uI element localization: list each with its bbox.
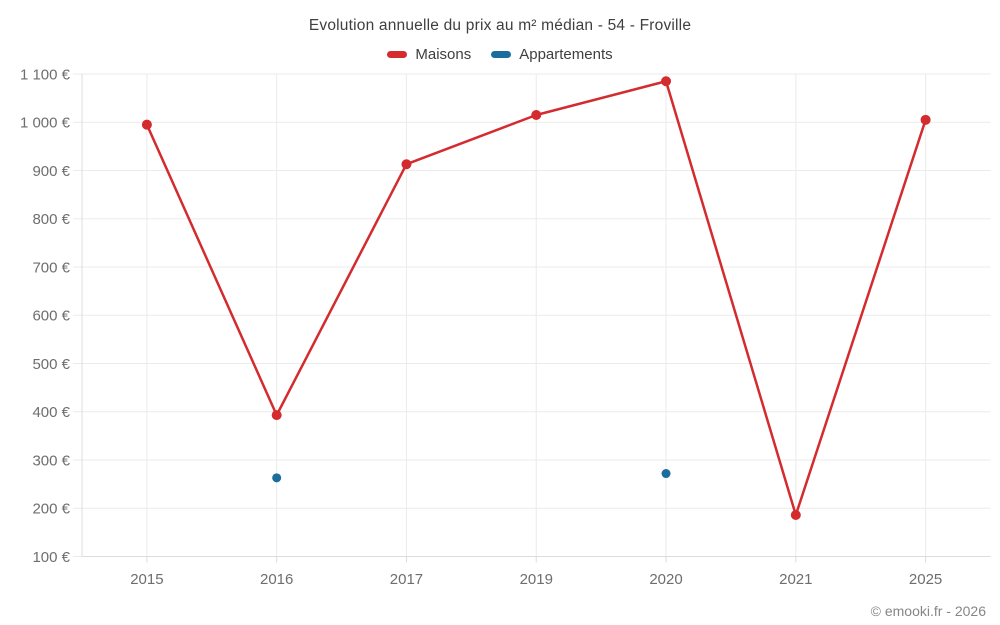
x-axis-tick-label: 2017	[390, 571, 423, 588]
legend-item-appartements[interactable]: Appartements	[491, 46, 613, 63]
maisons-point[interactable]	[661, 76, 672, 87]
x-axis-tick-label: 2021	[779, 571, 812, 588]
x-axis-tick-label: 2019	[520, 571, 553, 588]
maisons-point[interactable]	[141, 119, 152, 130]
attribution: © emooki.fr - 2026	[870, 603, 986, 619]
y-axis-tick-label: 700 €	[32, 259, 70, 276]
y-axis-tick-label: 600 €	[32, 308, 70, 325]
y-axis-tick-label: 1 100 €	[20, 66, 71, 83]
y-axis-tick-label: 100 €	[32, 549, 70, 566]
chart-title: Evolution annuelle du prix au m² médian …	[308, 17, 692, 34]
x-axis-tick-label: 2016	[260, 571, 293, 588]
y-axis-tick-label: 400 €	[32, 404, 70, 421]
appartements-legend-marker	[491, 51, 512, 58]
legend-item-maisons[interactable]: Maisons	[387, 46, 471, 63]
y-axis-tick-label: 1 000 €	[20, 115, 71, 132]
maisons-point[interactable]	[920, 114, 931, 125]
y-axis-tick-label: 800 €	[32, 211, 70, 228]
legend: Maisons Appartements	[0, 46, 1000, 63]
x-axis-tick-label: 2020	[649, 571, 682, 588]
maisons-legend-label: Maisons	[415, 46, 472, 63]
y-axis-tick-label: 900 €	[32, 163, 70, 180]
appartements-point[interactable]	[661, 469, 671, 479]
x-axis-tick-label: 2025	[909, 571, 942, 588]
maisons-legend-marker	[387, 51, 408, 58]
appartements-legend-label: Appartements	[519, 46, 613, 63]
y-axis-tick-label: 300 €	[32, 452, 70, 469]
x-axis-tick-label: 2015	[130, 571, 163, 588]
maisons-point[interactable]	[401, 159, 412, 170]
maisons-point[interactable]	[790, 510, 801, 521]
appartements-point[interactable]	[272, 473, 282, 483]
maisons-point[interactable]	[531, 110, 542, 121]
y-axis-tick-label: 200 €	[32, 501, 70, 518]
y-axis-tick-label: 500 €	[32, 356, 70, 373]
maisons-point[interactable]	[271, 410, 282, 421]
